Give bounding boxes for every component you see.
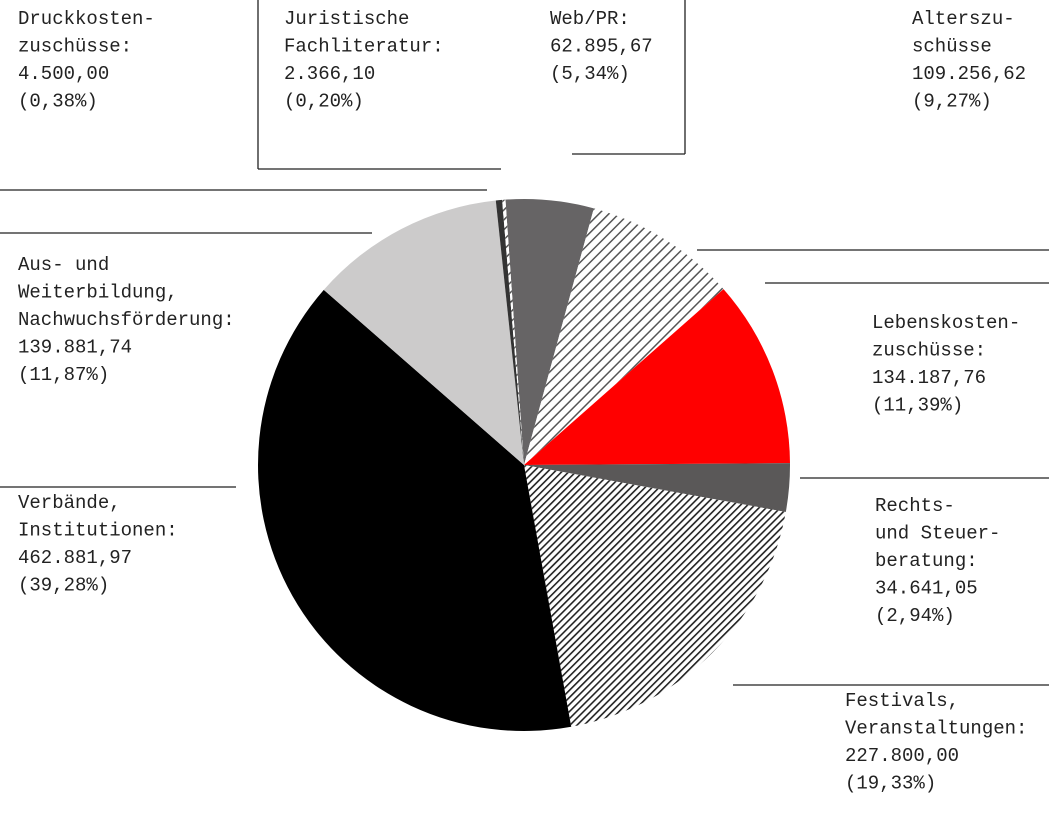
- value-label: 462.881,97: [18, 547, 132, 569]
- pie-slice: [524, 463, 790, 513]
- slice-label: und Steuer-: [875, 523, 1000, 545]
- pie-slice: [524, 289, 790, 465]
- slice-label: Weiterbildung,: [18, 282, 178, 304]
- value-label: 227.800,00: [845, 745, 959, 767]
- leader-lines: [0, 0, 1049, 686]
- value-label: 4.500,00: [18, 63, 109, 85]
- percent-label: (39,28%): [18, 575, 109, 597]
- value-label: 34.641,05: [875, 578, 978, 600]
- slice-label: zuschüsse:: [18, 36, 132, 58]
- slice-label: Web/PR:: [550, 8, 630, 30]
- pie-slice: [257, 289, 572, 732]
- percent-label: (9,27%): [912, 91, 992, 113]
- slice-label: zuschüsse:: [872, 340, 986, 362]
- value-label: 2.366,10: [284, 63, 375, 85]
- slice-label: Aus- und: [18, 254, 109, 276]
- slice-label: Juristische: [284, 8, 409, 30]
- percent-label: (11,87%): [18, 364, 109, 386]
- pie-slice: [323, 200, 524, 466]
- percent-label: (11,39%): [872, 395, 963, 417]
- pie-slice: [524, 208, 724, 466]
- percent-label: (0,20%): [284, 91, 364, 113]
- slice-label: schüsse: [912, 36, 992, 58]
- percent-label: (5,34%): [550, 63, 630, 85]
- slice-label: beratung:: [875, 550, 978, 572]
- slice-label: Festivals,: [845, 690, 959, 712]
- slice-label: Veranstaltungen:: [845, 718, 1027, 740]
- pie-slice: [502, 199, 524, 466]
- value-label: 62.895,67: [550, 36, 653, 58]
- percent-label: (19,33%): [845, 773, 936, 795]
- slice-label: Rechts-: [875, 495, 955, 517]
- percent-label: (2,94%): [875, 605, 955, 627]
- pie-slice: [505, 199, 594, 465]
- pie-slice: [495, 199, 524, 465]
- slice-label: Nachwuchsförderung:: [18, 309, 235, 331]
- value-label: 134.187,76: [872, 367, 986, 389]
- slice-label: Institutionen:: [18, 520, 178, 542]
- percent-label: (0,38%): [18, 91, 98, 113]
- value-label: 109.256,62: [912, 63, 1026, 85]
- slice-label: Alterszu-: [912, 8, 1015, 30]
- slice-label: Fachliteratur:: [284, 36, 444, 58]
- pie-slice: [524, 465, 786, 727]
- slice-label: Lebenskosten-: [872, 312, 1020, 334]
- slice-label: Verbände,: [18, 492, 121, 514]
- slice-label: Druckkosten-: [18, 8, 155, 30]
- value-label: 139.881,74: [18, 337, 132, 359]
